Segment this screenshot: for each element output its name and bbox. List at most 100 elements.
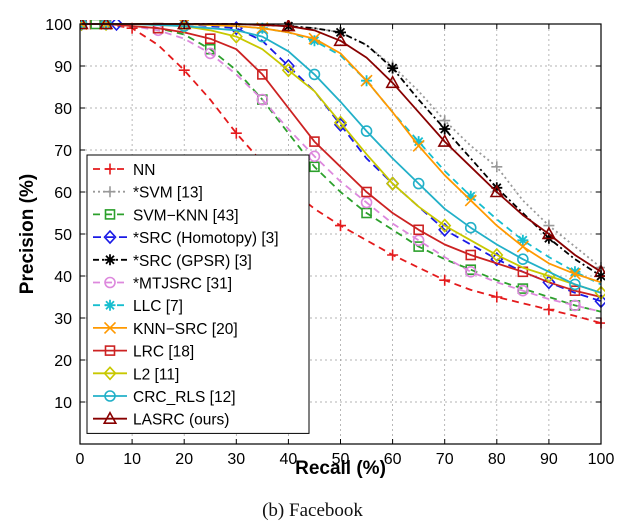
- data-point: [308, 32, 321, 45]
- legend-entry: L2 [11]: [93, 366, 179, 383]
- y-axis-label: Precision (%): [17, 174, 38, 294]
- data-point: [413, 241, 424, 252]
- legend-label: CRC_RLS [12]: [133, 389, 236, 406]
- legend-entry: LASRC (ours): [93, 411, 229, 429]
- x-tick-label: 0: [76, 451, 85, 468]
- legend-box: [86, 154, 310, 434]
- data-point: [178, 64, 190, 76]
- data-point: [80, 20, 89, 30]
- data-point: [361, 186, 372, 198]
- data-point: [517, 284, 529, 297]
- data-point: [109, 20, 124, 32]
- legend: NN *SVM [13] SVM−KNN [43] *SRC (Homotopy) […: [86, 154, 310, 434]
- legend-entry: *SRC (Homotopy) [3]: [93, 229, 279, 247]
- x-tick-label: 10: [123, 451, 141, 468]
- data-point: [517, 253, 529, 266]
- data-point: [309, 161, 320, 173]
- data-point: [335, 26, 346, 38]
- data-point: [569, 278, 581, 291]
- y-tick-label: 70: [54, 143, 72, 160]
- data-point: [104, 254, 116, 266]
- data-point: [204, 33, 216, 45]
- y-tick-label: 90: [54, 59, 72, 76]
- y-tick-label: 30: [54, 311, 72, 328]
- y-tick-label: 40: [54, 269, 72, 286]
- data-point: [98, 20, 114, 30]
- data-point: [412, 234, 425, 247]
- data-point: [103, 229, 117, 245]
- data-point: [103, 366, 117, 381]
- y-tick-label: 60: [54, 185, 72, 202]
- x-tick-label: 40: [280, 451, 298, 468]
- data-point: [99, 20, 113, 32]
- legend-entry: NN: [93, 162, 155, 179]
- legend-entry: CRC_RLS [12]: [93, 389, 236, 406]
- data-point: [387, 249, 399, 261]
- data-point: [543, 304, 555, 316]
- data-point: [281, 20, 296, 32]
- x-tick-label: 50: [332, 451, 350, 468]
- data-point: [104, 276, 116, 289]
- data-point: [104, 209, 116, 220]
- series-line: [81, 23, 602, 298]
- data-point: [412, 177, 425, 190]
- data-point: [491, 291, 503, 303]
- data-point: [465, 249, 477, 261]
- legend-entry: SVM−KNN [43]: [93, 207, 239, 224]
- data-point: [464, 265, 477, 278]
- legend-label: KNN−SRC [20]: [133, 321, 238, 338]
- legend-label: *MTJSRC [31]: [133, 276, 232, 293]
- data-point: [204, 47, 217, 60]
- data-point: [568, 267, 582, 280]
- figure-caption: (b) Facebook: [262, 500, 363, 521]
- legend-label: L2 [11]: [133, 366, 179, 383]
- data-point: [490, 247, 504, 263]
- legend-entry: KNN−SRC [20]: [93, 321, 238, 338]
- data-point: [412, 139, 425, 152]
- legend-label: NN: [133, 162, 155, 179]
- data-point: [489, 184, 504, 198]
- data-point: [569, 266, 581, 278]
- data-point: [229, 29, 243, 44]
- legend-label: LASRC (ours): [133, 412, 229, 429]
- data-point: [361, 207, 372, 219]
- precision-recall-chart: 0 10 20 30 40 50 60 70 80 90 100 10 20 30 40 50 60 70 80 90…: [17, 17, 615, 479]
- x-tick-label: 30: [227, 451, 245, 468]
- data-point: [465, 190, 477, 202]
- data-point: [333, 33, 348, 47]
- legend-entry: *SRC (GPSR) [3]: [93, 253, 252, 270]
- data-point: [386, 176, 400, 191]
- data-point: [256, 30, 269, 43]
- data-point: [230, 127, 242, 139]
- data-point: [104, 345, 116, 356]
- y-tick-label: 80: [54, 101, 72, 118]
- data-point: [333, 117, 348, 132]
- x-tick-label: 90: [540, 451, 558, 468]
- x-tick-label: 20: [175, 451, 193, 468]
- data-point: [516, 240, 529, 253]
- legend-entry: LRC [18]: [93, 344, 194, 361]
- data-point: [80, 20, 89, 32]
- data-point: [360, 74, 373, 87]
- legend-label: SVM−KNN [43]: [133, 207, 239, 224]
- series-line: [81, 23, 602, 269]
- y-tick-label: 20: [54, 353, 72, 370]
- data-point: [104, 299, 116, 311]
- series-line: [81, 23, 602, 313]
- data-point: [308, 68, 321, 81]
- series-line: [81, 23, 602, 324]
- data-point: [104, 186, 116, 198]
- data-point: [569, 299, 581, 312]
- data-point: [491, 161, 503, 173]
- data-point: [439, 274, 451, 286]
- data-point: [439, 123, 451, 135]
- legend-label: *SVM [13]: [133, 185, 203, 202]
- data-point: [491, 182, 503, 194]
- data-point: [102, 411, 118, 424]
- legend-entry: *MTJSRC [31]: [93, 276, 232, 293]
- y-tick-label: 50: [54, 227, 72, 244]
- data-point: [437, 133, 452, 147]
- x-tick-label: 100: [588, 451, 615, 468]
- data-point: [360, 125, 373, 137]
